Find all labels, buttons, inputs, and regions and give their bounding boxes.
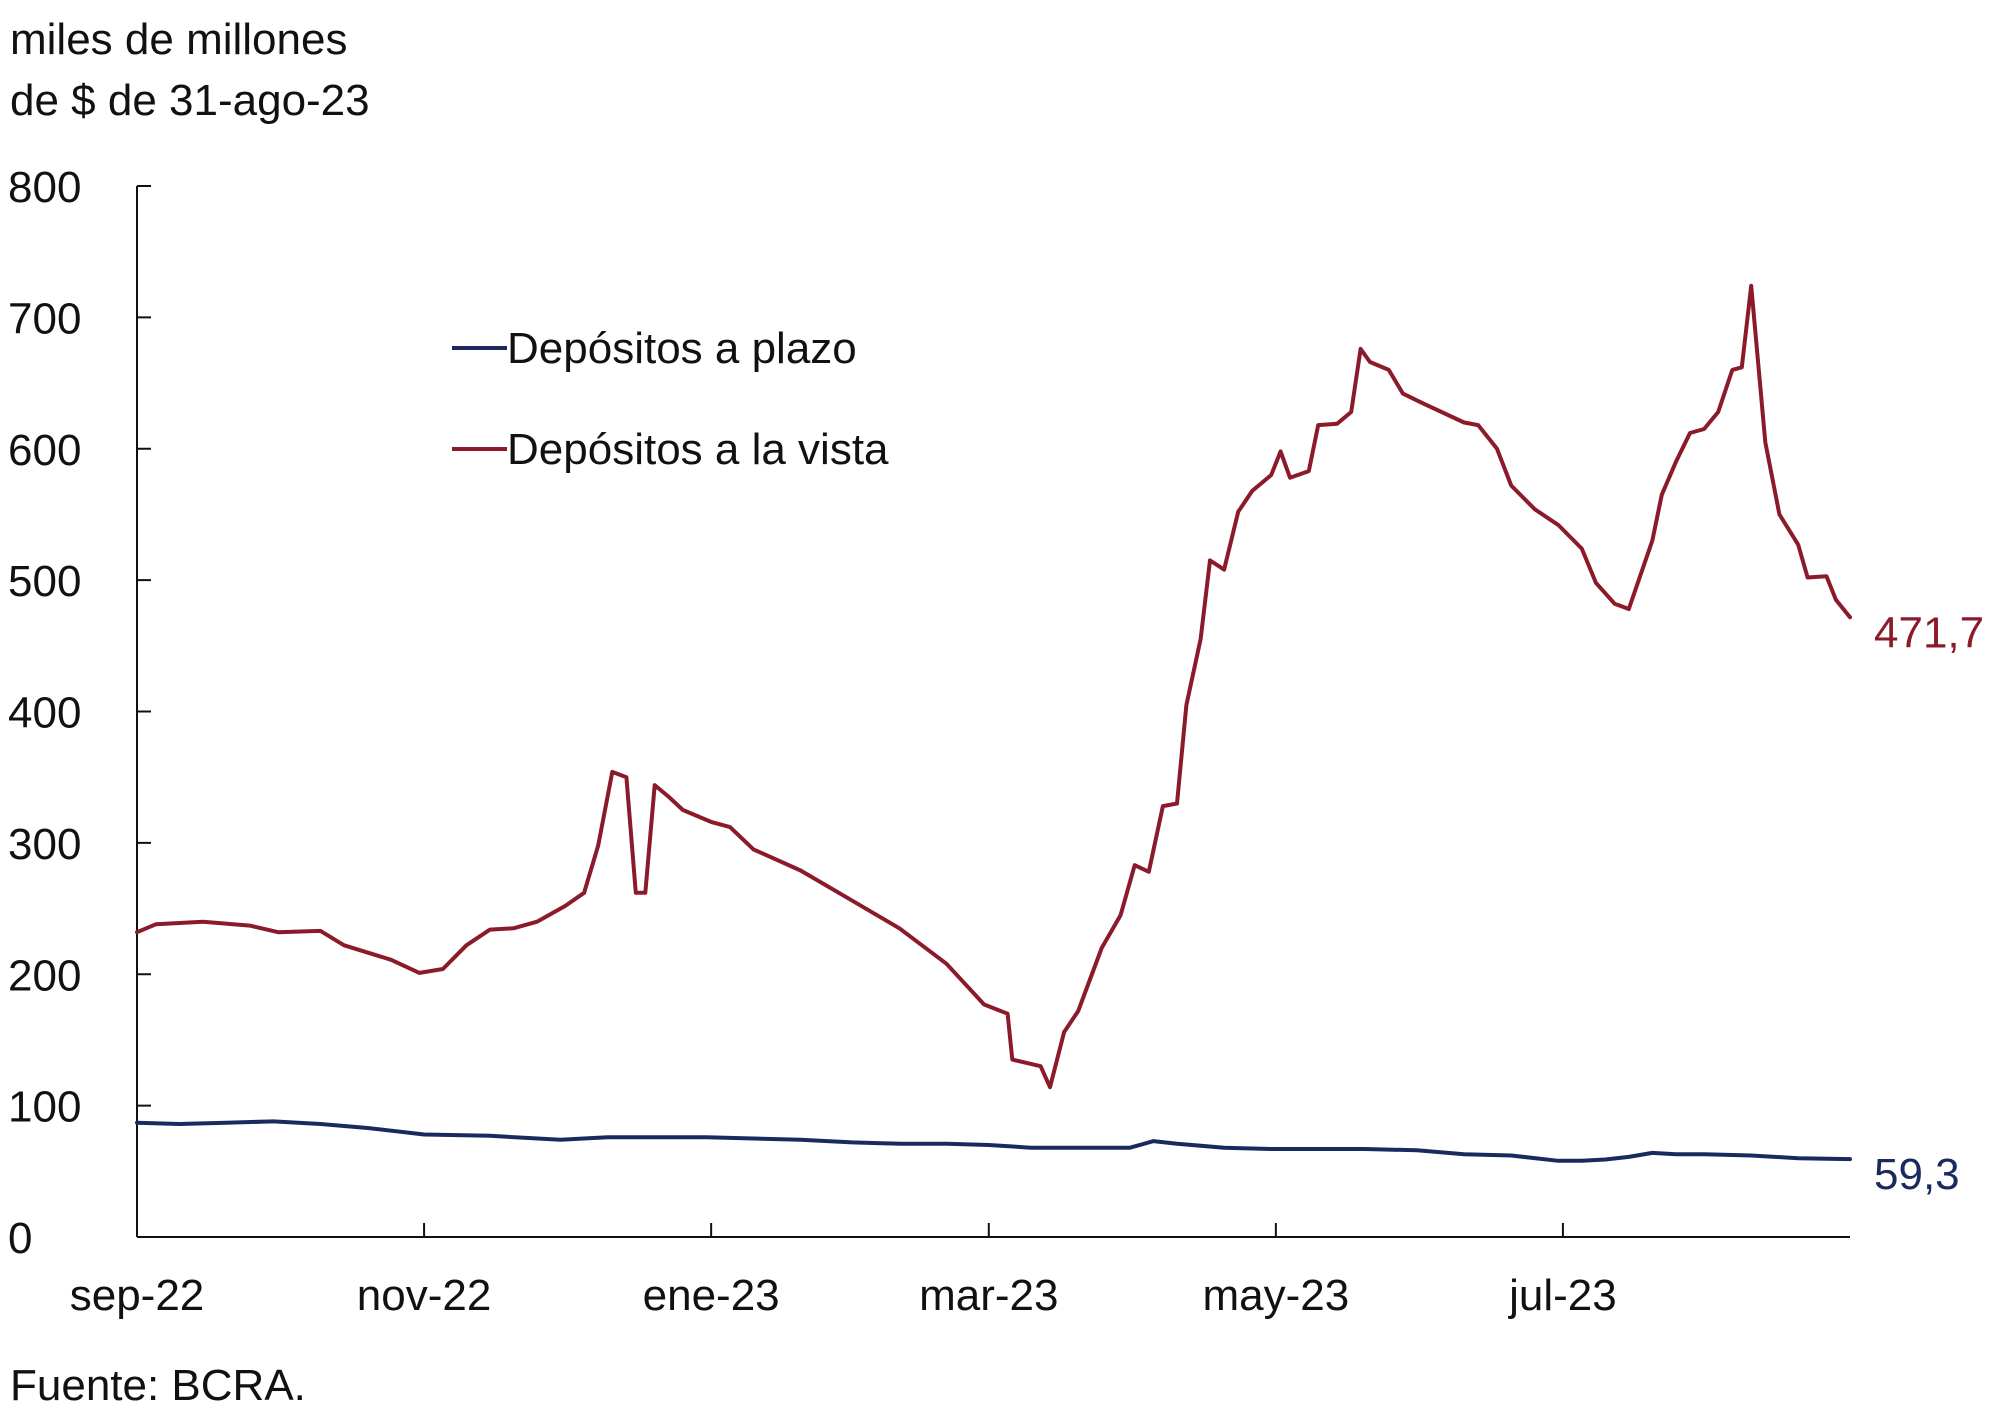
y-tick-label: 200 [8, 951, 81, 1000]
x-tick-label: ene-23 [643, 1271, 780, 1320]
y-tick-label: 800 [8, 163, 81, 212]
y-tick-label: 700 [8, 294, 81, 343]
x-tick-label: may-23 [1203, 1271, 1350, 1320]
series-line-plazo [135, 1119, 1852, 1163]
y-unit-label-line-1: miles de millones [10, 15, 347, 64]
y-tick-label: 600 [8, 426, 81, 475]
legend-label-vista: Depósitos a la vista [507, 425, 889, 474]
x-tick-label: nov-22 [357, 1271, 492, 1320]
x-axis-ticks: sep-22 nov-22 ene-23 mar-23 may-23 jul-23 [70, 1223, 1617, 1320]
legend-label-plazo: Depósitos a plazo [507, 324, 857, 373]
y-tick-label: 500 [8, 557, 81, 606]
y-tick-label: 400 [8, 689, 81, 738]
y-tick-label: 0 [8, 1214, 32, 1263]
y-axis-ticks: 0 100 200 300 400 500 600 700 800 [8, 163, 151, 1263]
source-note: Fuente: BCRA. [10, 1361, 306, 1410]
y-tick-label: 300 [8, 820, 81, 869]
series-line-vista [135, 283, 1852, 1090]
end-label-plazo: 59,3 [1874, 1150, 1960, 1199]
legend: Depósitos a plazo Depósitos a la vista [452, 324, 889, 474]
x-tick-label: sep-22 [70, 1271, 205, 1320]
legend-item-plazo: Depósitos a plazo [452, 324, 857, 373]
x-tick-label: jul-23 [1507, 1271, 1617, 1320]
y-tick-label: 100 [8, 1083, 81, 1132]
series-layer [135, 283, 1852, 1163]
end-label-vista: 471,7 [1874, 608, 1984, 657]
x-tick-label: mar-23 [919, 1271, 1058, 1320]
legend-item-vista: Depósitos a la vista [452, 425, 889, 474]
y-unit-label-line-2: de $ de 31-ago-23 [10, 76, 370, 125]
